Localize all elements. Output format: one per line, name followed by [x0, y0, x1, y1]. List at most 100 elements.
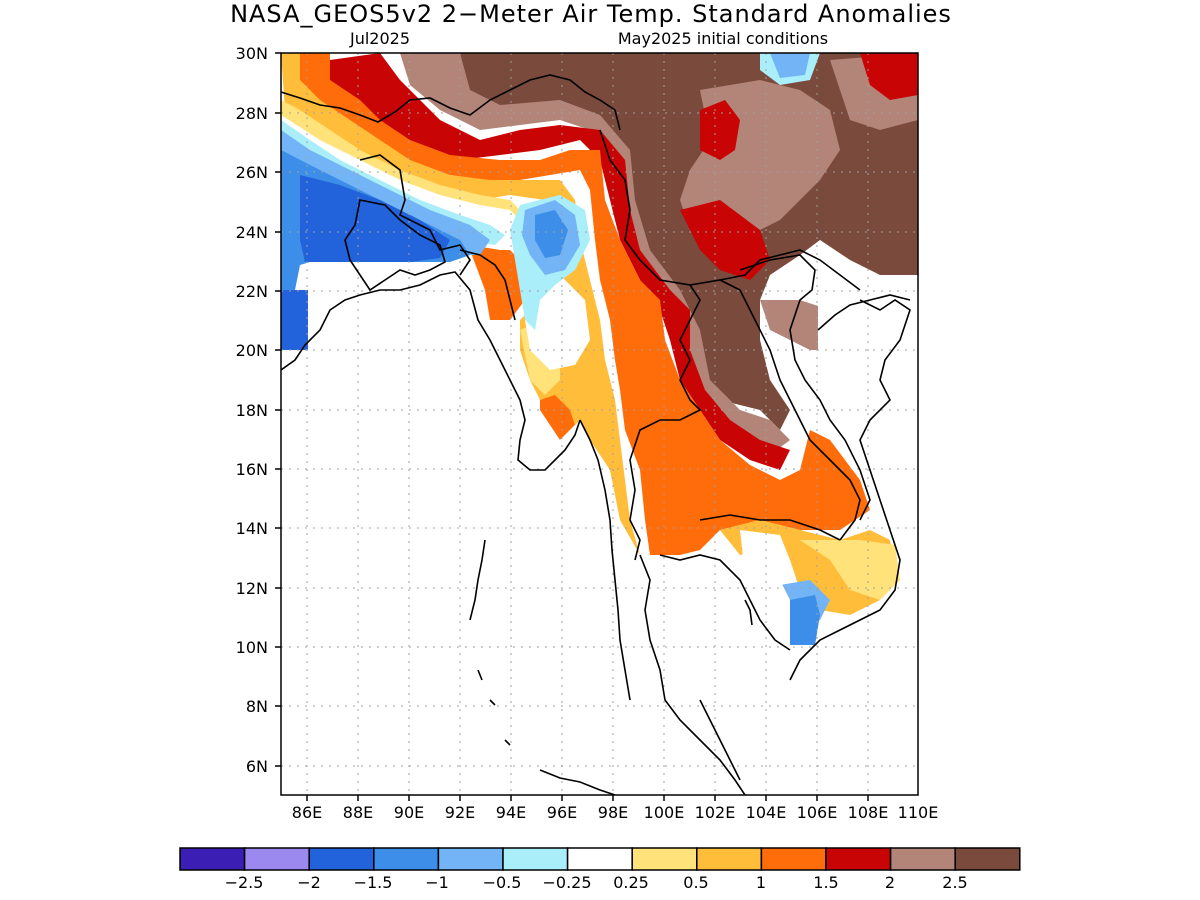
gulf-of-thailand-coast — [659, 554, 791, 651]
anomaly-region-medblue-2 — [535, 210, 568, 258]
initial-conditions-label: May2025 initial conditions — [618, 29, 828, 48]
colorbar-swatch — [825, 847, 892, 871]
lon-label-94e: 94E — [496, 803, 526, 822]
lat-label-14n: 14N — [236, 519, 268, 538]
longitude-labels: 86E 88E 90E 92E 94E 96E 98E 100E 102E 10… — [292, 803, 939, 822]
laos-thailand-border — [689, 279, 861, 541]
colorbar-swatch — [373, 847, 440, 871]
lon-label-98e: 98E — [598, 803, 628, 822]
lat-label-24n: 24N — [236, 223, 268, 242]
colorbar-swatch — [502, 847, 569, 871]
map-frame — [280, 52, 919, 796]
lon-label-104e: 104E — [746, 803, 787, 822]
lat-label-20n: 20N — [236, 341, 268, 360]
colorbar-label: −2 — [297, 873, 321, 892]
masked-ocean-east — [800, 290, 918, 560]
anomaly-region-lightblue — [281, 130, 490, 255]
india-northeast-border — [359, 154, 471, 276]
laos-vietnam-border — [739, 254, 871, 521]
bangladesh-outline — [344, 199, 446, 292]
colorbar-label: −2.5 — [225, 873, 264, 892]
latitude-labels: 30N 28N 26N 24N 22N 20N 18N 16N 14N 12N … — [236, 44, 268, 776]
masked-tonle-sap — [740, 530, 790, 580]
anomaly-field — [281, 53, 918, 795]
colorbar-swatch — [243, 847, 310, 871]
lat-label-10n: 10N — [236, 638, 268, 657]
myanmar-west-border — [459, 249, 516, 321]
lon-label-86e: 86E — [292, 803, 322, 822]
axis-ticks — [275, 52, 869, 801]
lat-label-8n: 8N — [246, 697, 268, 716]
anomaly-region-darkblue — [300, 175, 450, 262]
forecast-month-label: Jul2025 — [349, 29, 410, 48]
lon-label-92e: 92E — [445, 803, 475, 822]
lat-label-26n: 26N — [236, 163, 268, 182]
thailand-cambodia-border — [699, 514, 841, 541]
colorbar-label: 0.25 — [613, 873, 649, 892]
myanmar-east-border — [599, 129, 702, 561]
colorbar-swatch — [308, 847, 375, 871]
lon-label-88e: 88E — [343, 803, 373, 822]
lat-label-30n: 30N — [236, 44, 268, 63]
lon-label-96e: 96E — [547, 803, 577, 822]
lat-label-12n: 12N — [236, 579, 268, 598]
colorbar-swatch — [631, 847, 698, 871]
anomaly-region-lightcyan — [281, 120, 505, 245]
colorbar-swatch — [696, 847, 763, 871]
colorbar-swatch — [566, 847, 633, 871]
lat-label-16n: 16N — [236, 460, 268, 479]
sumatra-tip — [539, 769, 616, 795]
phu-quoc-coast — [744, 599, 753, 626]
map-title: NASA_GEOS5v2 2−Meter Air Temp. Standard … — [230, 0, 952, 28]
anomaly-region-darkblue-2 — [281, 290, 308, 350]
lon-label-102e: 102E — [695, 803, 736, 822]
colorbar-label: −0.25 — [542, 873, 591, 892]
lon-label-110e: 110E — [898, 803, 939, 822]
colorbar-label: 1.5 — [813, 873, 838, 892]
lon-label-108e: 108E — [848, 803, 889, 822]
colorbar-label: 2 — [885, 873, 895, 892]
colorbar-swatch — [179, 847, 246, 871]
myanmar-tenasserim-coast — [579, 419, 631, 701]
anomaly-region-yellow-3 — [800, 540, 900, 600]
thai-peninsula-coast — [639, 554, 746, 795]
anomaly-region-darkred-4 — [680, 200, 770, 280]
anomaly-region-lightblue-3 — [770, 53, 810, 78]
colorbar-label: 1 — [756, 873, 766, 892]
lat-label-28n: 28N — [236, 104, 268, 123]
malay-east-coast — [699, 699, 741, 781]
lat-label-22n: 22N — [236, 282, 268, 301]
lon-label-100e: 100E — [644, 803, 685, 822]
colorbar-label: 2.5 — [942, 873, 967, 892]
colorbar-label: −1 — [425, 873, 449, 892]
masked-ocean — [281, 262, 918, 795]
colorbar-swatch — [760, 847, 827, 871]
lat-label-18n: 18N — [236, 401, 268, 420]
colorbar-swatch — [437, 847, 504, 871]
colorbar-label: −1.5 — [354, 873, 393, 892]
anomaly-region-orange — [281, 53, 870, 555]
bay-of-bengal-coast — [281, 271, 581, 471]
gulf-of-tonkin-coast — [817, 294, 911, 331]
colorbar — [179, 847, 1021, 871]
himalaya-border — [281, 74, 621, 131]
colorbar-label: 0.5 — [683, 873, 708, 892]
colorbar-swatch — [889, 847, 956, 871]
colorbar-label: −0.5 — [483, 873, 522, 892]
anomaly-region-white — [281, 115, 525, 250]
nicobar-islands — [477, 669, 511, 746]
china-south-border — [719, 249, 861, 291]
colorbar-labels: −2.5 −2 −1.5 −1 −0.5 −0.25 0.25 0.5 1 1.… — [225, 873, 968, 892]
anomaly-region-darkred — [320, 53, 790, 470]
colorbar-swatch — [954, 847, 1021, 871]
lat-label-6n: 6N — [246, 757, 268, 776]
coastlines-and-borders — [281, 74, 911, 795]
lon-label-90e: 90E — [394, 803, 424, 822]
vietnam-coast — [789, 299, 911, 681]
lon-label-106e: 106E — [797, 803, 838, 822]
anomaly-region-orange-2 — [470, 240, 525, 320]
anomaly-region-darkred-3 — [860, 53, 918, 100]
andaman-islands — [469, 539, 486, 621]
anomaly-region-darkred-2 — [700, 100, 740, 160]
